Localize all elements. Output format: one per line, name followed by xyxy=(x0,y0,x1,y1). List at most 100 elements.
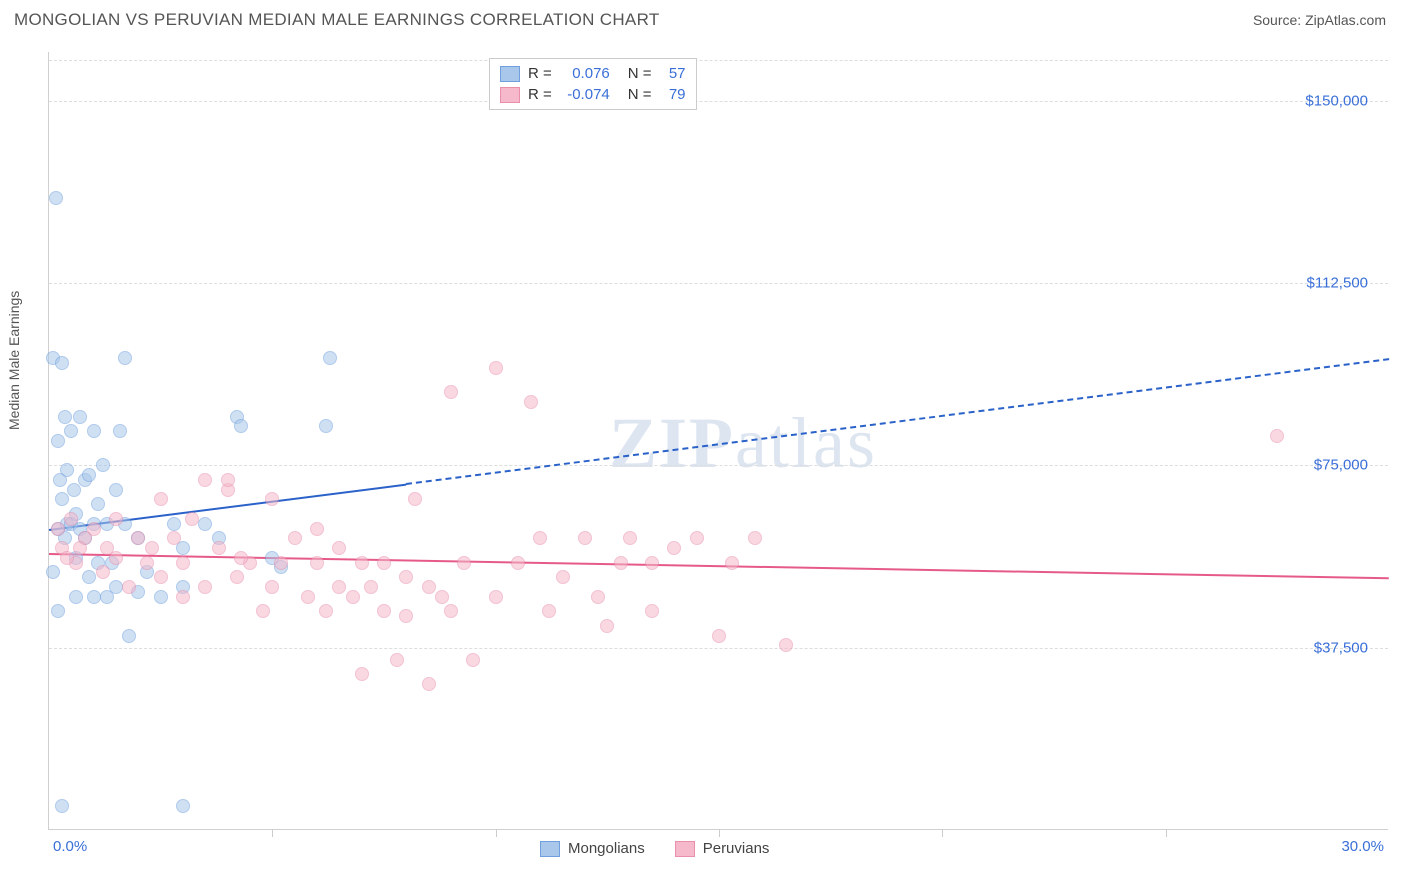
x-tick xyxy=(1166,829,1167,837)
data-point xyxy=(256,604,270,618)
legend-row: R =-0.074N =79 xyxy=(500,84,686,105)
gridline xyxy=(49,101,1388,102)
data-point xyxy=(533,531,547,545)
n-value: 79 xyxy=(660,86,686,103)
data-point xyxy=(122,629,136,643)
data-point xyxy=(64,424,78,438)
n-value: 57 xyxy=(660,65,686,82)
data-point xyxy=(390,653,404,667)
series-legend: Mongolians Peruvians xyxy=(540,840,769,857)
data-point xyxy=(60,463,74,477)
data-point xyxy=(69,590,83,604)
legend-item: Mongolians xyxy=(540,840,645,857)
data-point xyxy=(422,580,436,594)
source-attribution: Source: ZipAtlas.com xyxy=(1253,12,1386,28)
data-point xyxy=(154,570,168,584)
data-point xyxy=(154,590,168,604)
data-point xyxy=(377,604,391,618)
data-point xyxy=(444,604,458,618)
data-point xyxy=(87,522,101,536)
data-point xyxy=(435,590,449,604)
data-point xyxy=(198,473,212,487)
y-axis-label: Median Male Earnings xyxy=(6,291,22,430)
data-point xyxy=(198,580,212,594)
data-point xyxy=(96,565,110,579)
data-point xyxy=(145,541,159,555)
data-point xyxy=(466,653,480,667)
data-point xyxy=(457,556,471,570)
data-point xyxy=(122,580,136,594)
data-point xyxy=(748,531,762,545)
r-value: 0.076 xyxy=(560,65,610,82)
data-point xyxy=(408,492,422,506)
data-point xyxy=(176,799,190,813)
data-point xyxy=(64,512,78,526)
data-point xyxy=(511,556,525,570)
y-tick-label: $37,500 xyxy=(1314,639,1368,656)
data-point xyxy=(332,541,346,555)
gridline xyxy=(49,648,1388,649)
data-point xyxy=(140,556,154,570)
data-point xyxy=(100,541,114,555)
data-point xyxy=(60,551,74,565)
legend-label: Peruvians xyxy=(703,840,770,857)
correlation-legend: R =0.076N =57R =-0.074N =79 xyxy=(489,58,697,110)
data-point xyxy=(274,556,288,570)
data-point xyxy=(51,604,65,618)
legend-item: Peruvians xyxy=(675,840,770,857)
data-point xyxy=(176,556,190,570)
data-point xyxy=(55,356,69,370)
gridline xyxy=(49,465,1388,466)
data-point xyxy=(489,361,503,375)
data-point xyxy=(355,667,369,681)
data-point xyxy=(323,351,337,365)
data-point xyxy=(67,483,81,497)
data-point xyxy=(310,556,324,570)
y-tick-label: $150,000 xyxy=(1305,92,1368,109)
chart-title: MONGOLIAN VS PERUVIAN MEDIAN MALE EARNIN… xyxy=(14,10,660,30)
data-point xyxy=(91,497,105,511)
data-point xyxy=(51,434,65,448)
data-point xyxy=(87,590,101,604)
data-point xyxy=(113,424,127,438)
legend-swatch xyxy=(500,66,520,82)
data-point xyxy=(667,541,681,555)
data-point xyxy=(131,531,145,545)
data-point xyxy=(46,565,60,579)
data-point xyxy=(87,424,101,438)
x-tick xyxy=(496,829,497,837)
data-point xyxy=(690,531,704,545)
data-point xyxy=(623,531,637,545)
data-point xyxy=(176,590,190,604)
data-point xyxy=(73,541,87,555)
data-point xyxy=(524,395,538,409)
data-point xyxy=(51,522,65,536)
x-tick xyxy=(719,829,720,837)
data-point xyxy=(96,458,110,472)
data-point xyxy=(422,677,436,691)
data-point xyxy=(167,517,181,531)
data-point xyxy=(55,799,69,813)
data-point xyxy=(185,512,199,526)
x-tick-label-max: 30.0% xyxy=(1341,838,1384,855)
n-label: N = xyxy=(628,86,652,103)
data-point xyxy=(82,468,96,482)
data-point xyxy=(49,191,63,205)
data-point xyxy=(377,556,391,570)
r-label: R = xyxy=(528,65,552,82)
data-point xyxy=(288,531,302,545)
x-tick xyxy=(942,829,943,837)
data-point xyxy=(614,556,628,570)
data-point xyxy=(399,609,413,623)
x-tick xyxy=(272,829,273,837)
data-point xyxy=(346,590,360,604)
data-point xyxy=(600,619,614,633)
data-point xyxy=(198,517,212,531)
data-point xyxy=(1270,429,1284,443)
data-point xyxy=(591,590,605,604)
legend-swatch xyxy=(500,87,520,103)
data-point xyxy=(542,604,556,618)
r-label: R = xyxy=(528,86,552,103)
data-point xyxy=(234,551,248,565)
data-point xyxy=(73,410,87,424)
